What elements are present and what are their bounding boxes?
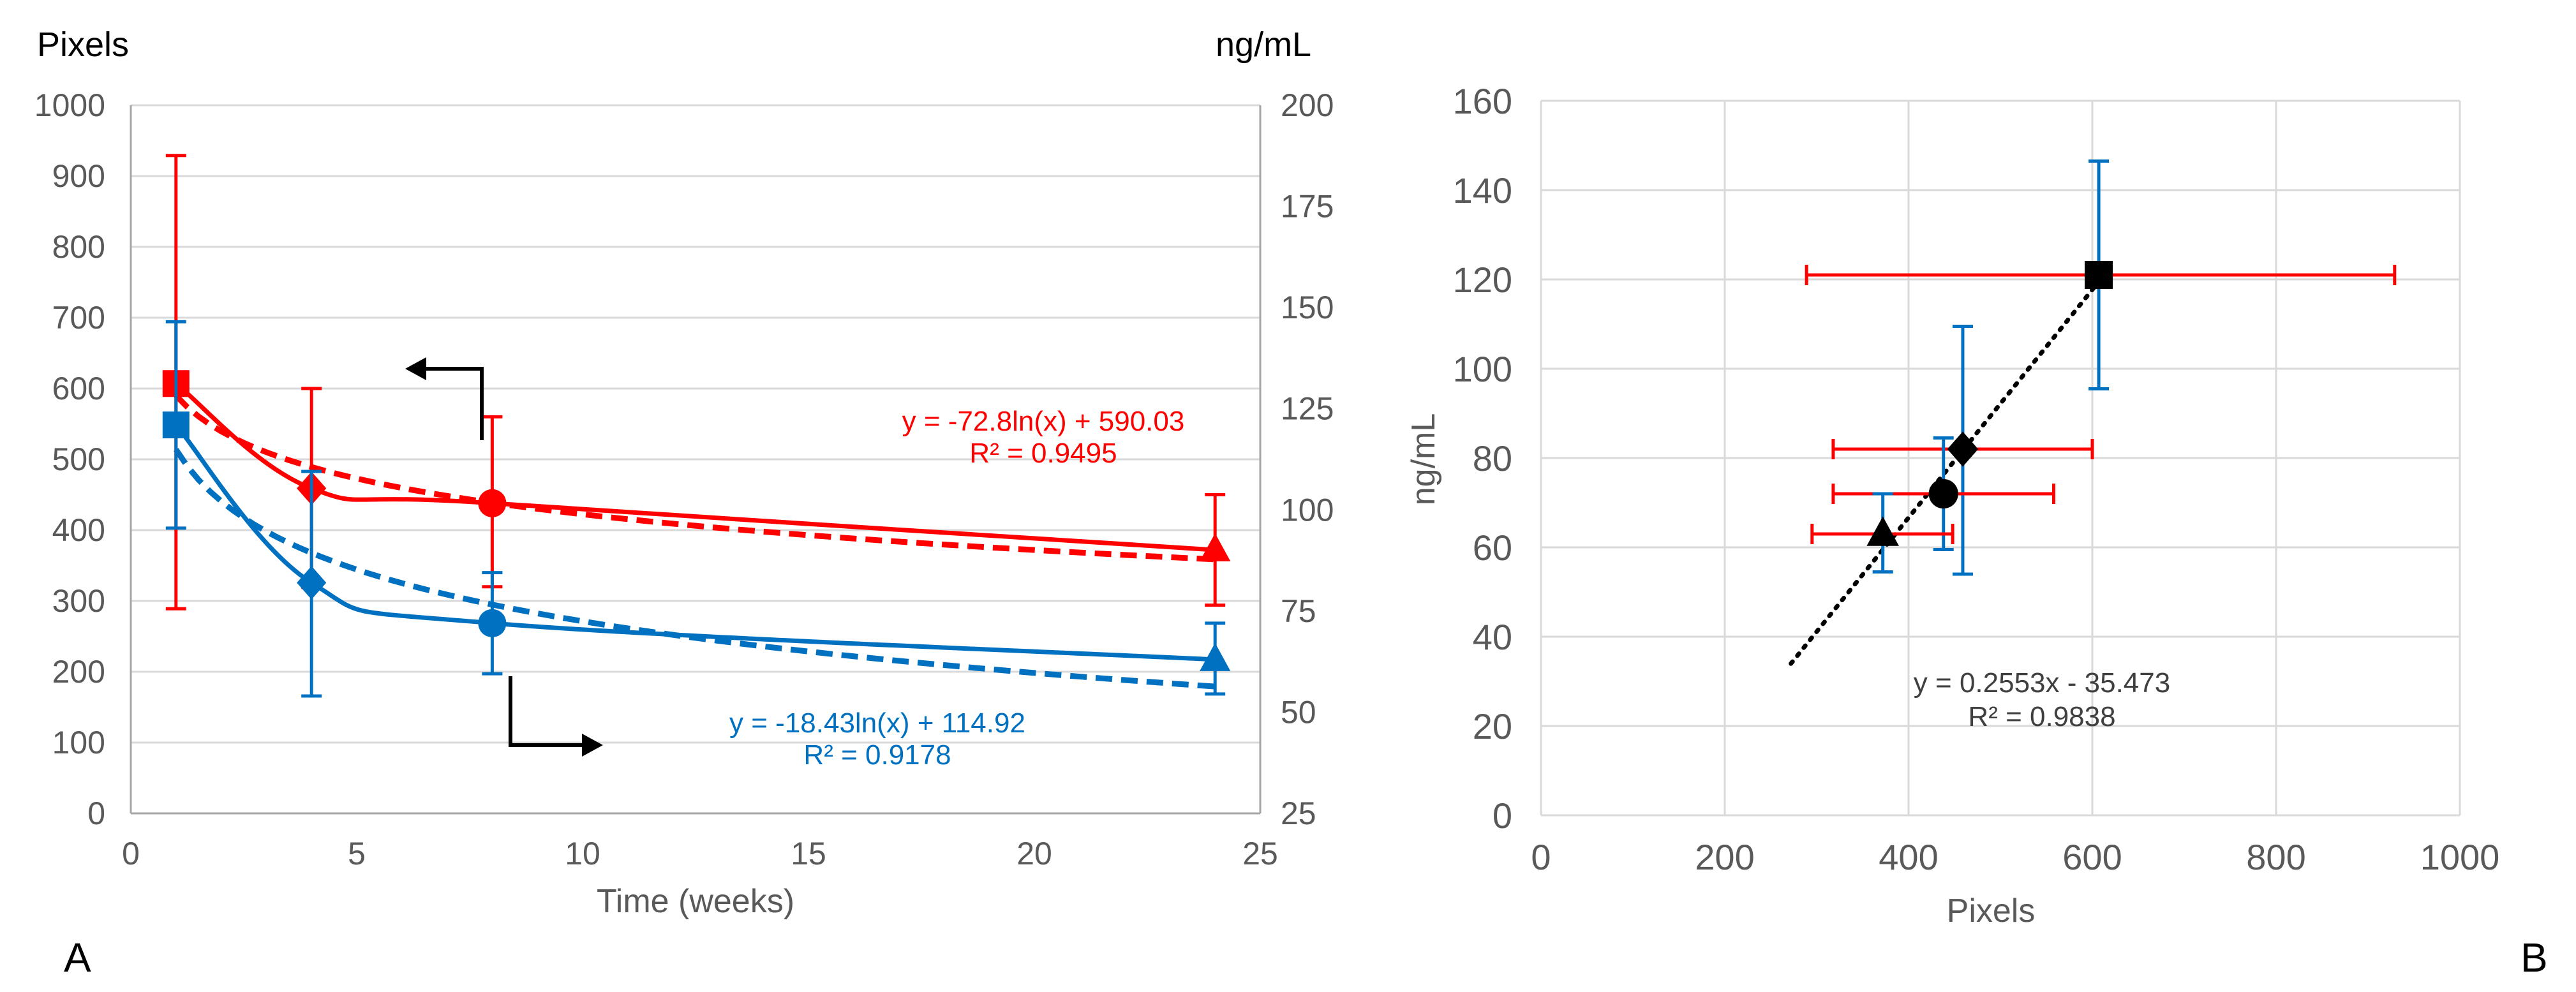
chart-b-x-tick-label: 200 (1695, 837, 1754, 877)
chart-a-red-trendline (174, 393, 1216, 563)
chart-a-x-tick-label: 20 (1016, 836, 1052, 871)
chart-a-x-tick-label: 10 (565, 836, 600, 871)
chart-b-point (2085, 261, 2113, 289)
chart-a-right-tick-label: 75 (1281, 593, 1316, 629)
chart-a-blue-point (297, 566, 327, 600)
chart-b-y-tick-label: 0 (1493, 796, 1512, 836)
chart-a-x-tick-label: 25 (1242, 836, 1278, 871)
panel-b-label: B (2520, 935, 2548, 981)
chart-a-left-unit-label: Pixels (37, 26, 129, 64)
chart-b-tick-labels: 0 20 40 60 80 100 120 140 160 0 200 400 600 800 1000 (1453, 81, 2500, 877)
chart-a-left-tick-label: 1000 (34, 87, 105, 123)
chart-b-y-tick-label: 20 (1473, 706, 1512, 746)
chart-a: 0100200300400500600700800900100025507510… (34, 26, 1334, 981)
chart-b-x-tick-label: 800 (2246, 837, 2305, 877)
chart-a-red-trend-equation: y = -72.8ln(x) + 590.03 (902, 406, 1185, 437)
chart-b-y-tick-label: 140 (1453, 170, 1512, 211)
chart-a-series (162, 154, 1231, 698)
chart-b-point (1928, 478, 1958, 509)
chart-a-right-tick-label: 175 (1281, 189, 1334, 225)
panel-a-label: A (64, 935, 91, 981)
chart-a-blue-point (478, 609, 507, 637)
chart-a-red-point (478, 489, 507, 517)
chart-a-tick-labels: 0100200300400500600700800900100025507510… (34, 87, 1334, 871)
chart-a-left-tick-label: 0 (87, 796, 105, 831)
chart-b-x-axis-title: Pixels (1947, 892, 2036, 929)
chart-b: 0 20 40 60 80 100 120 140 160 0 200 400 600 800 1000 P… (1405, 81, 2548, 981)
chart-b-point (1947, 431, 1979, 467)
chart-a-left-tick-label: 200 (52, 654, 105, 690)
chart-a-blue-series-line (174, 423, 1216, 662)
chart-b-y-tick-label: 120 (1453, 260, 1512, 300)
chart-a-blue-trend-r2: R² = 0.9178 (803, 739, 951, 771)
right-axis-arrow (509, 676, 603, 757)
chart-b-y-tick-label: 60 (1473, 528, 1512, 568)
chart-b-points (1805, 159, 2397, 576)
chart-b-gridlines (1540, 100, 2461, 817)
chart-a-x-tick-label: 0 (122, 836, 140, 871)
chart-a-red-point (1200, 533, 1231, 561)
chart-a-left-tick-label: 600 (52, 371, 105, 406)
chart-a-left-tick-label: 700 (52, 300, 105, 336)
chart-a-red-trend-r2: R² = 0.9495 (969, 438, 1117, 469)
chart-b-x-tick-label: 1000 (2420, 837, 2500, 877)
chart-a-red-series-line (174, 381, 1216, 552)
chart-a-left-tick-label: 300 (52, 583, 105, 619)
chart-a-blue-trend-equation: y = -18.43ln(x) + 114.92 (729, 707, 1025, 739)
chart-a-x-tick-label: 15 (791, 836, 826, 871)
chart-a-right-tick-label: 50 (1281, 694, 1316, 730)
chart-a-right-tick-label: 100 (1281, 492, 1334, 528)
chart-b-point (1866, 516, 1899, 546)
chart-a-left-tick-label: 800 (52, 229, 105, 265)
chart-a-x-tick-label: 5 (348, 836, 366, 871)
chart-a-right-unit-label: ng/mL (1216, 26, 1311, 64)
chart-b-y-axis-title: ng/mL (1405, 413, 1442, 506)
chart-b-x-tick-label: 400 (1879, 837, 1938, 877)
chart-a-left-tick-label: 900 (52, 158, 105, 194)
left-axis-arrow (405, 357, 484, 440)
chart-a-x-axis-title: Time (weeks) (597, 883, 794, 920)
chart-b-x-tick-label: 0 (1531, 837, 1551, 877)
chart-a-blue-point (162, 411, 190, 439)
chart-a-right-tick-label: 25 (1281, 796, 1316, 831)
chart-b-trend-equation: y = 0.2553x - 35.473 (1914, 667, 2170, 699)
chart-b-y-tick-label: 40 (1473, 617, 1512, 657)
chart-a-left-tick-label: 500 (52, 441, 105, 477)
chart-a-left-tick-label: 100 (52, 725, 105, 760)
chart-b-x-tick-label: 600 (2062, 837, 2122, 877)
chart-b-y-tick-label: 160 (1453, 81, 1512, 121)
chart-b-y-tick-label: 100 (1453, 349, 1512, 389)
chart-a-right-tick-label: 125 (1281, 391, 1334, 427)
chart-a-right-tick-label: 200 (1281, 87, 1334, 123)
chart-a-right-tick-label: 150 (1281, 290, 1334, 325)
chart-b-trend-r2: R² = 0.9838 (1968, 701, 2115, 732)
chart-b-y-tick-label: 80 (1473, 438, 1512, 478)
chart-a-blue-point (1200, 642, 1231, 671)
chart-a-left-tick-label: 400 (52, 512, 105, 548)
